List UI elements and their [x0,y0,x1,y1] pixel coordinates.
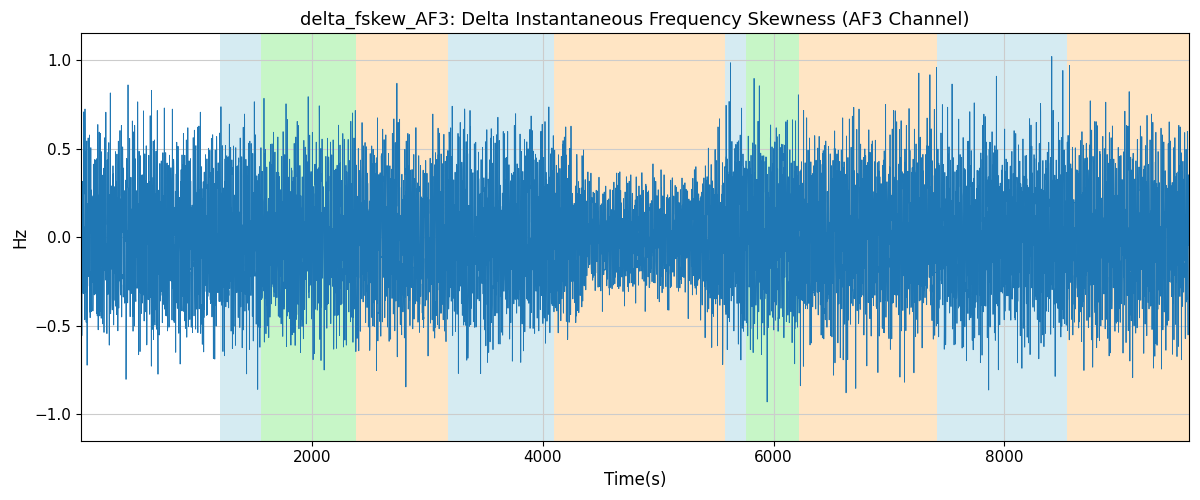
Bar [506,34,554,440]
Bar [262,34,356,440]
Bar [220,34,262,440]
Bar [725,34,746,440]
X-axis label: Time(s): Time(s) [604,471,666,489]
Y-axis label: Hz: Hz [11,226,29,248]
Bar [554,34,725,440]
Bar [937,34,1018,440]
Bar [746,34,799,440]
Bar [448,34,506,440]
Bar [1018,34,1067,440]
Bar [799,34,937,440]
Bar [1067,34,1189,440]
Title: delta_fskew_AF3: Delta Instantaneous Frequency Skewness (AF3 Channel): delta_fskew_AF3: Delta Instantaneous Fre… [300,11,970,30]
Bar [356,34,448,440]
